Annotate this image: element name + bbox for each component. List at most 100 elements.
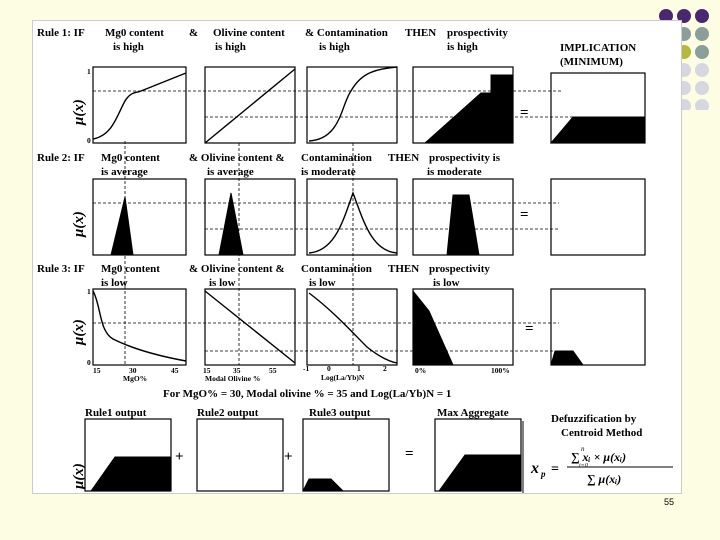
olv-axis-label: Modal Olivine % [205,374,260,383]
rule3-prospectivity-low-panel [412,288,514,366]
equals-aggregate: = [405,446,414,462]
rule1-implication-panel [549,72,646,144]
rule1-output-title: Rule1 output [85,407,147,419]
rule3-then: THEN [388,263,419,275]
rule1-b-line1: Olivine content [213,27,285,39]
rule3-b-line2: is low [209,277,236,289]
formula-denominator: ∑ μ(xᵢ) [587,472,621,486]
mgo-tick-1: 15 [93,366,101,375]
rule1-a-line1: Mg0 content [105,27,164,39]
max-aggregate-title: Max Aggregate [437,407,509,419]
pr-tick-2: 100% [491,366,510,375]
rule2-implication-panel [550,178,646,256]
rule2-output-panel [196,418,284,492]
rule2-label: Rule 2: IF [37,152,85,164]
rule3-mgo-low-panel [92,288,187,366]
rule2-equals: = [520,207,529,223]
olv-tick-1: 15 [203,366,211,375]
rule3-a-line1: Mg0 content [101,263,160,275]
rule3-equals: = [525,321,534,337]
rule3-olivine-low-panel [204,288,296,366]
rule3-output-panel [302,418,390,492]
page-number: 55 [664,497,675,507]
pr-tick-1: 0% [415,366,426,375]
rule3-contamination-low-panel [306,288,398,366]
rule1-output-panel [84,418,172,492]
decorative-dot [659,9,673,23]
input-condition: For MgO% = 30, Modal olivine % = 35 and … [163,388,451,400]
implication-line2: (MINIMUM) [560,56,623,68]
rule2-contamination-moderate-panel [306,178,398,256]
rule2-a-line2: is average [101,166,148,178]
rule3-c-line2: is low [309,277,336,289]
rule3-a-line2: is low [101,277,128,289]
rule3-b-line1: & Olivine content & [189,263,285,275]
mgo-tick-2: 30 [129,366,137,375]
fuzzy-inference-diagram: Rule 1: IF Mg0 content is high & Olivine… [32,20,682,494]
olv-tick-3: 55 [269,366,277,375]
lay-tick-4: 2 [383,364,387,373]
formula-upper-limit: n [581,445,585,453]
rule3-d-line2: is low [433,277,460,289]
rule3-label: Rule 3: IF [37,263,85,275]
rule3-c-line1: Contamination [301,263,372,275]
formula-lower-limit: i=0 [579,463,588,469]
mgo-tick-3: 45 [171,366,179,375]
lay-tick-2: 0 [327,364,331,373]
rule2-b-line2: is average [207,166,254,178]
lay-tick-1: -1 [303,364,309,373]
implication-line1: IMPLICATION [560,42,636,54]
olv-tick-2: 35 [233,366,241,375]
rule1-a-line2: is high [113,41,144,53]
rule2-d-line1: prospectivity is [429,152,501,164]
plus-1: + [175,449,184,465]
mu-label-row2: μ(x) [71,211,87,238]
decorative-dot [695,63,709,77]
defuzz-line2: Centroid Method [561,427,642,439]
defuzz-line1: Defuzzification by [551,413,637,425]
rule1-b-line2: is high [215,41,246,53]
rule1-equals: = [520,105,529,121]
rule1-label: Rule 1: IF [37,27,85,39]
rule2-a-line1: Mg0 content [101,152,160,164]
rule2-d-line2: is moderate [427,166,482,178]
rule3-implication-panel [550,288,646,366]
rule2-c-line2: is moderate [301,166,356,178]
mu-label-output: μ(x) [71,463,87,490]
rule1-prospectivity-high-panel [412,66,514,144]
rule2-prospectivity-moderate-panel [412,178,514,256]
mu-label-row1: μ(x) [71,99,87,126]
rule2-c-line1: Contamination [301,152,372,164]
mu-label-row3: μ(x) [71,319,87,346]
row1-y-top: 1 [87,67,91,76]
decorative-dot [695,99,709,110]
rule1-olivine-high-panel [204,66,296,144]
rule1-d-line1: prospectivity [447,27,508,39]
rule1-c-line1: & Contamination [305,27,388,39]
formula-lhs-sub: p [540,469,546,479]
rule2-olivine-average-panel [204,178,296,256]
lay-tick-3: 1 [357,364,361,373]
max-aggregate-panel [434,418,522,492]
decorative-dot [677,9,691,23]
rule2-then: THEN [388,152,419,164]
row3-y-bottom: 0 [87,358,91,367]
decorative-dot [695,81,709,95]
decorative-dot [695,45,709,59]
rule1-c-line2: is high [319,41,350,53]
rule2-mgo-average-panel [92,178,187,256]
rule3-output-title: Rule3 output [309,407,371,419]
lay-axis-label: Log(La/Yb)N [321,373,365,382]
centroid-formula: x p = ∑ xᵢ × μ(xᵢ) ∑ μ(xᵢ) n i=0 [530,445,673,486]
rule2-output-title: Rule2 output [197,407,259,419]
rule1-mgo-high-panel [92,66,187,144]
formula-equals: = [551,462,559,477]
rule2-b-line1: & Olivine content & [189,152,285,164]
formula-numerator: ∑ xᵢ × μ(xᵢ) [571,450,626,464]
rule3-d-line1: prospectivity [429,263,490,275]
decorative-dot [695,27,709,41]
row1-y-bottom: 0 [87,136,91,145]
decorative-dot [695,9,709,23]
rule1-then: THEN [405,27,436,39]
row3-y-top: 1 [87,287,91,296]
